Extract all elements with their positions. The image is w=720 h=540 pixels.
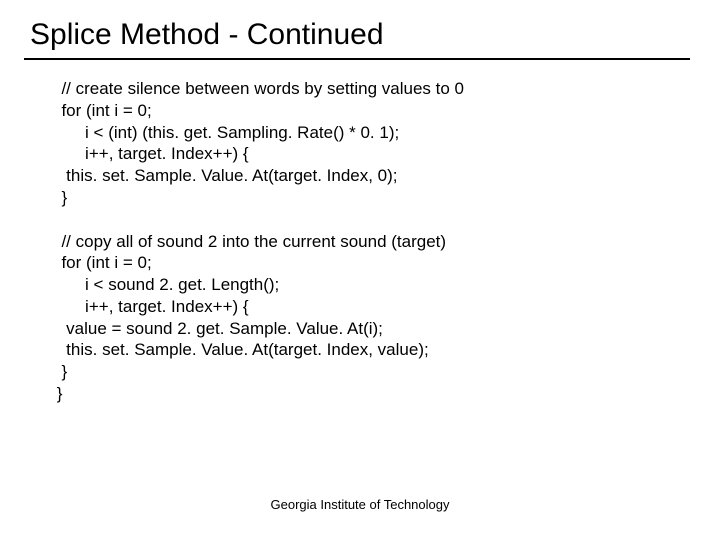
code-block: // create silence between words by setti…	[0, 60, 720, 405]
code-line: }	[52, 187, 720, 209]
code-line: // copy all of sound 2 into the current …	[52, 231, 720, 253]
blank-line	[52, 209, 720, 231]
code-line: // create silence between words by setti…	[52, 78, 720, 100]
code-line: i++, target. Index++) {	[52, 143, 720, 165]
code-line: }	[52, 383, 720, 405]
code-line: value = sound 2. get. Sample. Value. At(…	[52, 318, 720, 340]
code-line: for (int i = 0;	[52, 252, 720, 274]
code-line: i < (int) (this. get. Sampling. Rate() *…	[52, 122, 720, 144]
code-line: for (int i = 0;	[52, 100, 720, 122]
footer-text: Georgia Institute of Technology	[0, 497, 720, 512]
code-line: this. set. Sample. Value. At(target. Ind…	[52, 165, 720, 187]
code-line: i < sound 2. get. Length();	[52, 274, 720, 296]
code-line: }	[52, 361, 720, 383]
slide: Splice Method - Continued // create sile…	[0, 0, 720, 540]
slide-title: Splice Method - Continued	[0, 18, 720, 58]
code-line: this. set. Sample. Value. At(target. Ind…	[52, 339, 720, 361]
code-line: i++, target. Index++) {	[52, 296, 720, 318]
